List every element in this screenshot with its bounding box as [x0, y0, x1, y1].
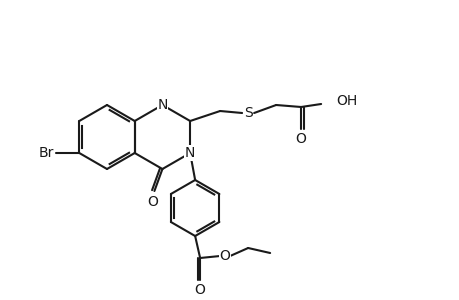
Text: N: N	[185, 146, 195, 160]
Text: S: S	[243, 106, 252, 120]
Text: Br: Br	[39, 146, 54, 160]
Text: O: O	[147, 195, 157, 209]
Text: OH: OH	[336, 94, 357, 108]
Text: O: O	[219, 249, 230, 263]
Text: O: O	[194, 283, 205, 297]
Text: N: N	[157, 98, 167, 112]
Text: O: O	[295, 132, 306, 146]
